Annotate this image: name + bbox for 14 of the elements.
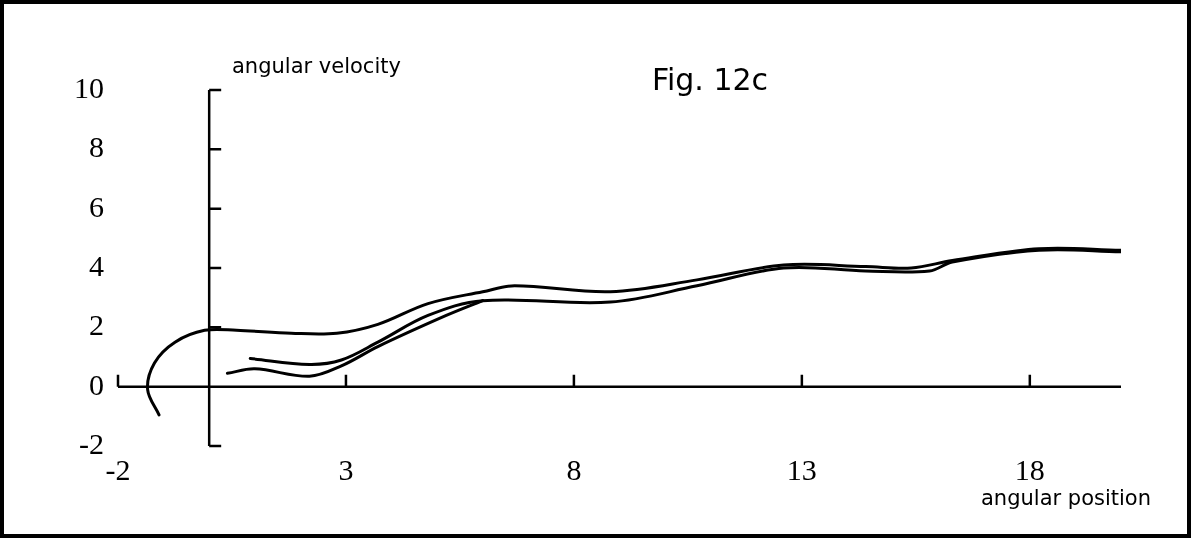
y-tick-label: 8 bbox=[89, 130, 104, 164]
y-tick-label: 2 bbox=[89, 308, 104, 342]
chart-title: Fig. 12c bbox=[650, 62, 770, 97]
y-tick-label: 0 bbox=[89, 367, 104, 401]
y-tick-label: 6 bbox=[89, 189, 104, 223]
x-tick-label: 3 bbox=[338, 452, 354, 486]
y-tick-label: -2 bbox=[79, 426, 104, 460]
y-axis-title: angular velocity bbox=[232, 54, 401, 78]
x-tick-label: 18 bbox=[1014, 452, 1045, 486]
y-tick-label: 4 bbox=[89, 248, 104, 282]
x-tick-label: 8 bbox=[566, 452, 582, 486]
x-axis-title: angular position bbox=[980, 486, 1151, 510]
x-tick-label: 13 bbox=[786, 452, 817, 486]
y-tick-label: 10 bbox=[74, 70, 104, 104]
